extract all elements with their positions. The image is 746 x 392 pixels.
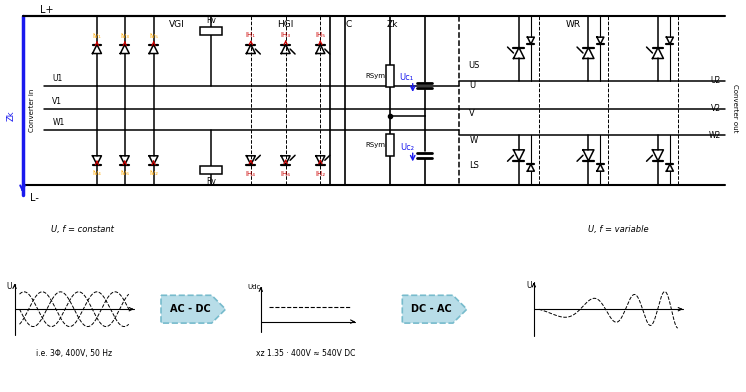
Text: U2: U2	[710, 76, 721, 85]
Text: IH₁: IH₁	[246, 32, 256, 38]
Text: Converter out: Converter out	[733, 84, 739, 133]
Text: US: US	[468, 62, 480, 71]
Text: L+: L+	[40, 5, 54, 15]
Text: RSym: RSym	[365, 73, 385, 79]
Text: IH₂: IH₂	[316, 171, 325, 177]
Text: U, f = variable: U, f = variable	[588, 225, 648, 234]
Text: IH₃: IH₃	[280, 32, 291, 38]
Text: U: U	[469, 81, 475, 90]
Text: Rv: Rv	[206, 177, 216, 185]
Text: Iv₃: Iv₃	[120, 33, 129, 39]
Text: Iv₄: Iv₄	[93, 170, 101, 176]
Text: i.e. 3Φ, 400V, 50 Hz: i.e. 3Φ, 400V, 50 Hz	[36, 349, 112, 358]
Polygon shape	[402, 295, 467, 323]
Text: Zk: Zk	[7, 110, 16, 121]
Bar	[386, 134, 394, 156]
Text: Rv: Rv	[206, 16, 216, 25]
Text: Uc₂: Uc₂	[400, 143, 414, 152]
Text: RSym: RSym	[365, 142, 385, 148]
Text: IH₄: IH₄	[246, 171, 256, 177]
Text: AC - DC: AC - DC	[170, 304, 210, 314]
Text: W1: W1	[52, 118, 65, 127]
Text: xz 1.35 · 400V ≈ 540V DC: xz 1.35 · 400V ≈ 540V DC	[256, 349, 355, 358]
Text: Iv₁: Iv₁	[93, 33, 101, 39]
Text: W: W	[469, 136, 477, 145]
Text: Iv₅: Iv₅	[149, 33, 158, 39]
Text: L-: L-	[31, 193, 40, 203]
Text: Iv₆: Iv₆	[120, 170, 129, 176]
Text: IH₆: IH₆	[280, 171, 291, 177]
Text: Uc₁: Uc₁	[400, 73, 414, 82]
Text: U: U	[7, 282, 13, 291]
Text: V1: V1	[52, 97, 62, 106]
Text: WR: WR	[566, 20, 581, 29]
Bar	[200, 166, 222, 174]
Text: V: V	[469, 109, 475, 118]
Text: HGl: HGl	[278, 20, 294, 29]
Text: W2: W2	[708, 131, 721, 140]
Text: V2: V2	[710, 104, 721, 113]
Text: Udc: Udc	[247, 284, 260, 290]
Text: DC - AC: DC - AC	[411, 304, 452, 314]
Text: Zk: Zk	[386, 20, 398, 29]
Text: Converter in: Converter in	[29, 89, 35, 132]
Bar	[200, 27, 222, 35]
Text: U, f = constant: U, f = constant	[51, 225, 113, 234]
Text: Iv₂: Iv₂	[149, 170, 158, 176]
Text: U1: U1	[52, 74, 63, 83]
Text: U: U	[526, 281, 532, 290]
Text: VGl: VGl	[169, 20, 184, 29]
Polygon shape	[161, 295, 225, 323]
Text: LS: LS	[469, 161, 479, 170]
Bar	[386, 65, 394, 87]
Text: IH₅: IH₅	[316, 32, 325, 38]
Text: C: C	[345, 20, 351, 29]
